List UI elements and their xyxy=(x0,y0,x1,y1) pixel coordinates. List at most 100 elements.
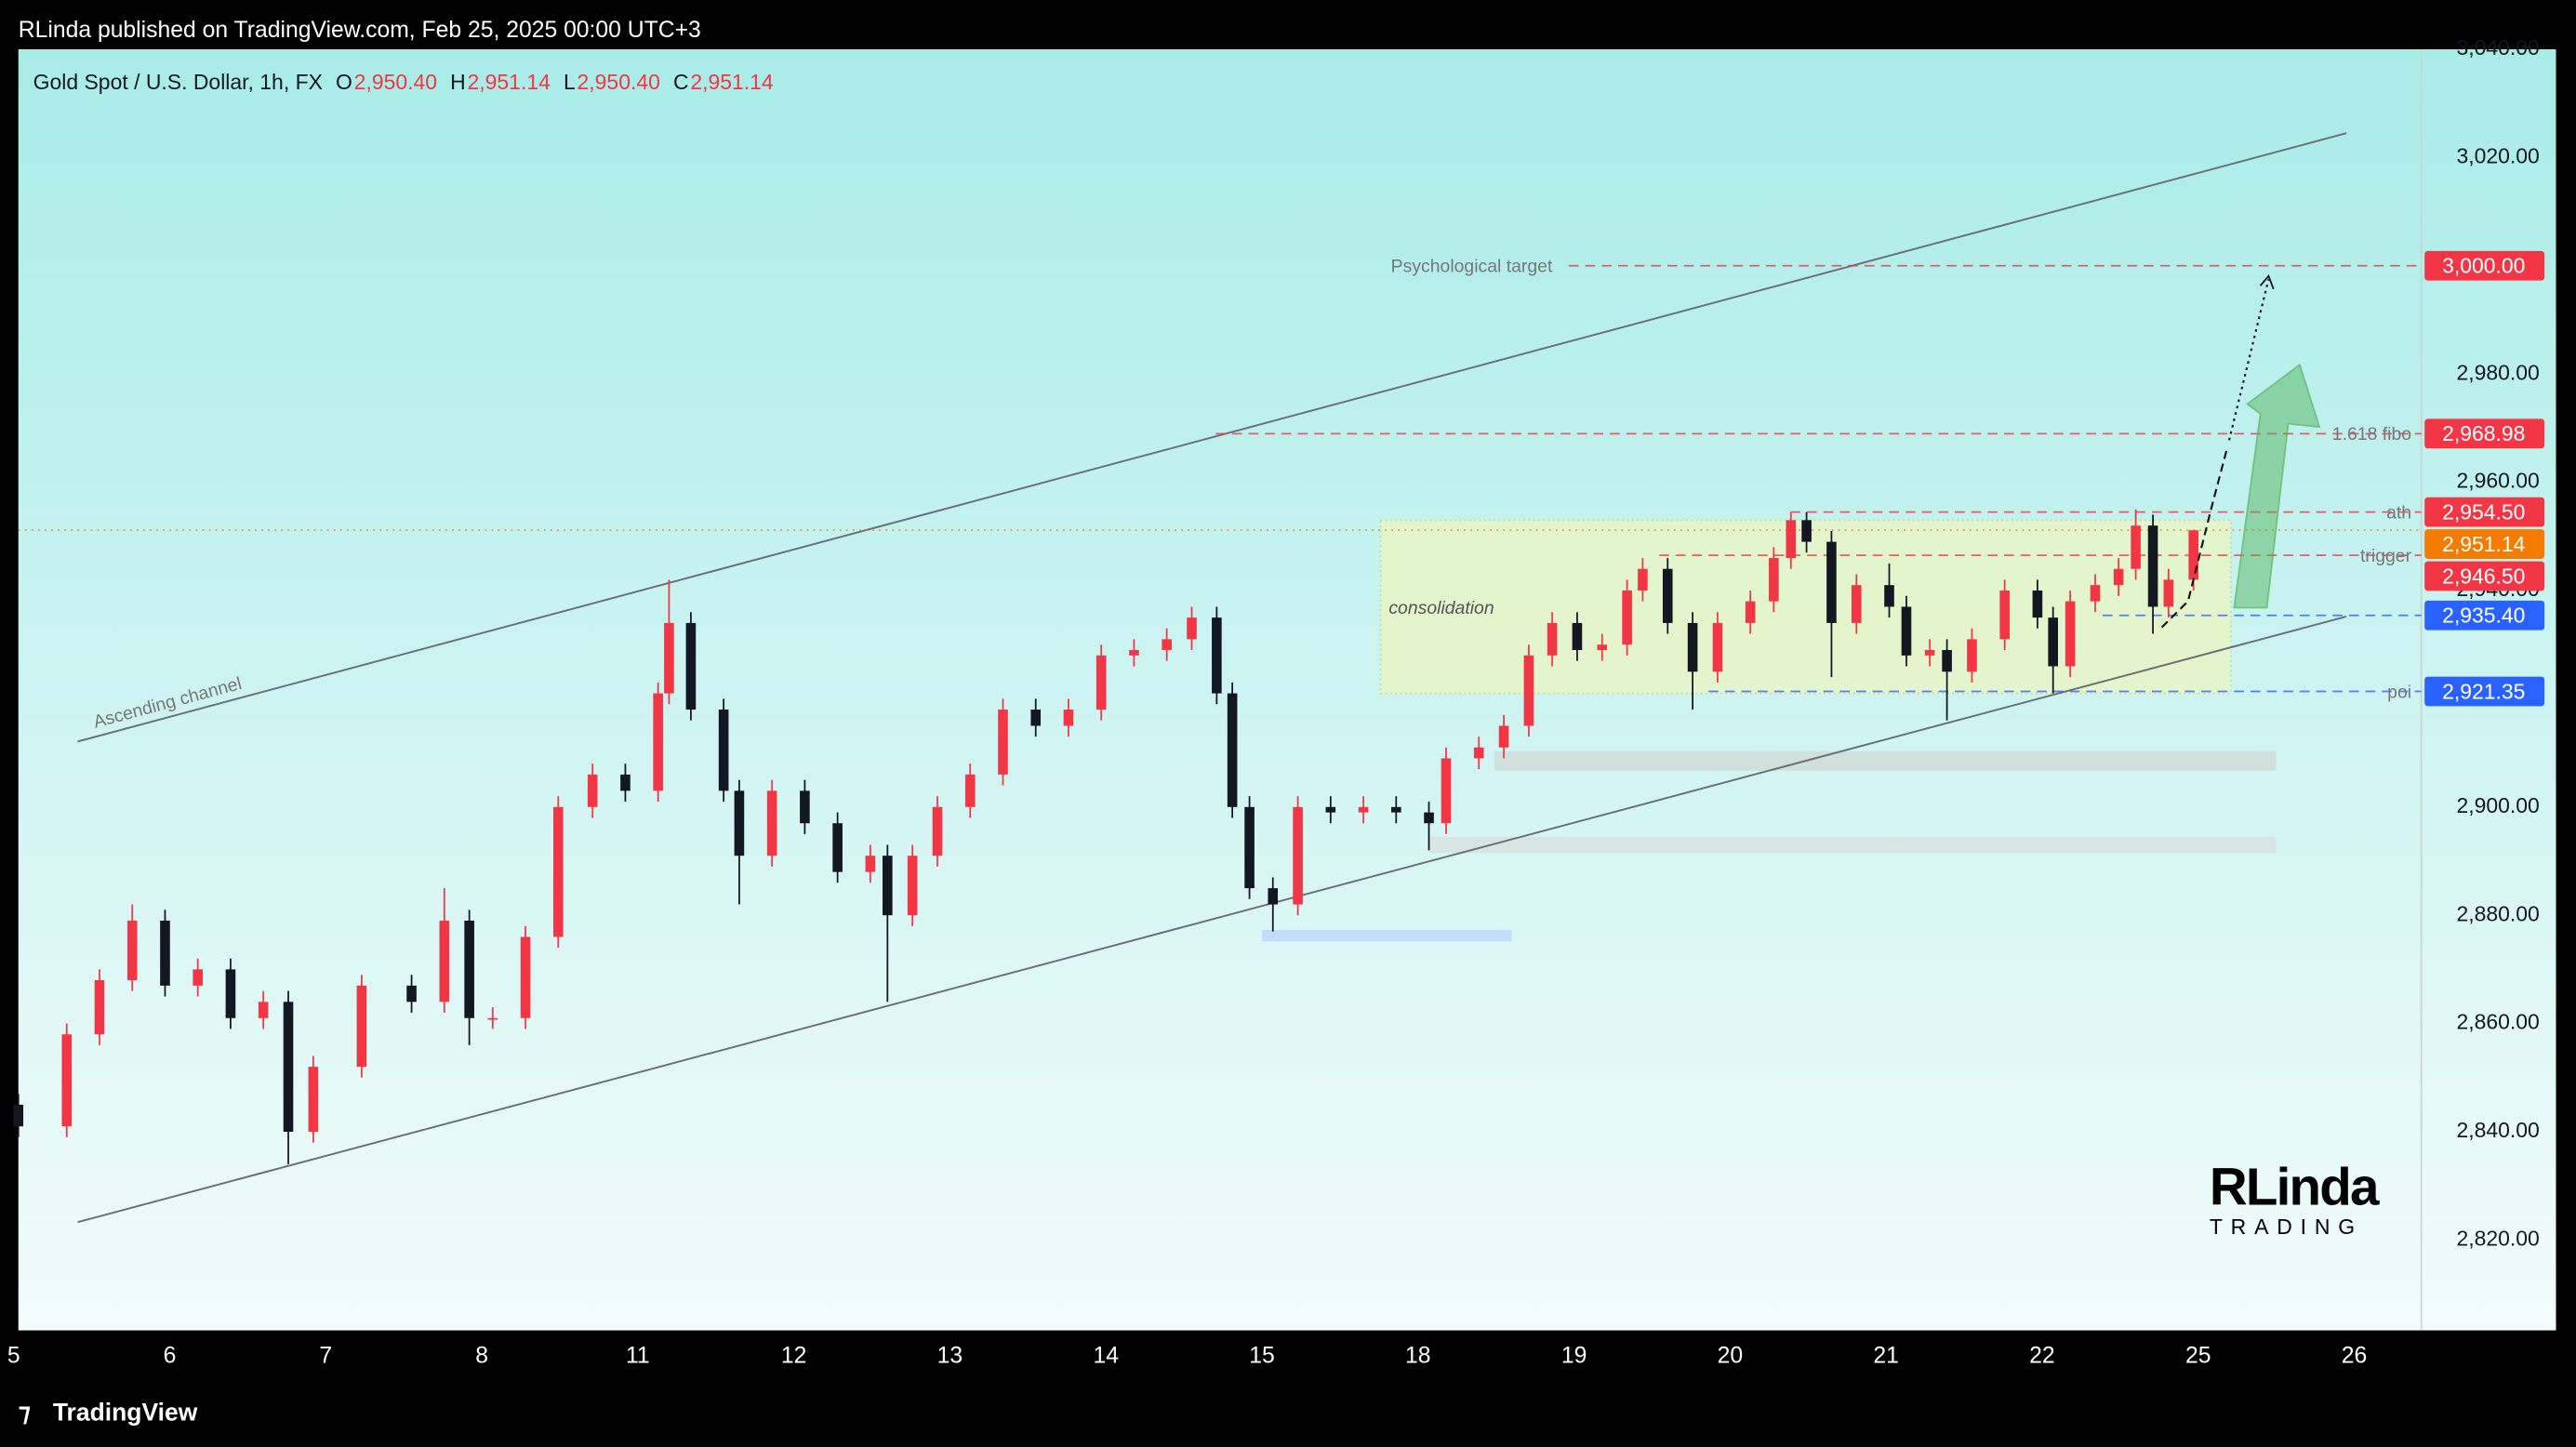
price-label: 2,954.50 xyxy=(2442,499,2525,524)
x-tick-label: 22 xyxy=(2029,1343,2055,1368)
price-label: 2,951.14 xyxy=(2442,532,2526,556)
candle-body xyxy=(685,622,697,710)
chart-title: Gold Spot / U.S. Dollar, 1h, FX xyxy=(33,70,323,94)
candle-body xyxy=(1187,617,1197,640)
candle-body xyxy=(1801,520,1812,542)
candle-body xyxy=(13,1104,24,1127)
candle-body xyxy=(225,969,236,1018)
candle-body xyxy=(1095,655,1107,710)
price-label: 3,000.00 xyxy=(2442,254,2525,278)
candle-body xyxy=(356,985,367,1068)
x-tick-label: 15 xyxy=(1249,1343,1275,1368)
candle-body xyxy=(1786,520,1797,559)
candle-body xyxy=(406,985,417,1002)
candle-body xyxy=(2048,617,2058,667)
level-note: trigger xyxy=(2360,546,2412,566)
x-tick-label: 20 xyxy=(1718,1343,1743,1368)
candle-body xyxy=(1851,585,1862,623)
candle-body xyxy=(126,921,138,981)
y-tick-label: 2,960.00 xyxy=(2456,469,2539,493)
price-label: 2,921.35 xyxy=(2442,679,2525,703)
channel-line xyxy=(77,615,2347,1224)
candle-body xyxy=(1884,585,1894,607)
candle-body xyxy=(1358,806,1369,813)
y-tick-label: 2,860.00 xyxy=(2456,1010,2539,1034)
footer-logo: ⁊ xyxy=(19,1399,31,1427)
x-tick-label: 25 xyxy=(2185,1343,2211,1368)
candle-body xyxy=(487,1017,498,1020)
candle-body xyxy=(2147,525,2158,607)
candle-body xyxy=(766,790,777,856)
candle-body xyxy=(800,790,810,824)
candle-body xyxy=(1441,758,1452,824)
level-note: Psychological target xyxy=(1391,257,1553,277)
candle-body xyxy=(520,936,531,1018)
zone xyxy=(1494,750,2277,771)
candle-body xyxy=(1268,888,1279,905)
ohlc-key: O xyxy=(336,70,352,94)
candle-body xyxy=(907,856,918,916)
zone xyxy=(1428,836,2277,854)
candle-body xyxy=(283,1002,294,1133)
price-label-box xyxy=(2424,497,2545,527)
x-tick-label: 5 xyxy=(7,1343,20,1368)
candle-body xyxy=(1162,639,1172,651)
level-note: ath xyxy=(2386,502,2411,523)
projection-arrow xyxy=(2233,363,2321,609)
legend: Gold Spot / U.S. Dollar, 1h, FX O 2,950.40… xyxy=(33,70,774,94)
watermark-subtitle: TRADING xyxy=(2210,1215,2363,1239)
candle-body xyxy=(1967,639,1977,672)
x-tick-label: 26 xyxy=(2342,1343,2368,1368)
channel-line xyxy=(77,132,2347,743)
watermark-name: RLinda xyxy=(2210,1157,2380,1215)
y-tick-label: 2,980.00 xyxy=(2456,360,2539,384)
candle-body xyxy=(1687,622,1698,672)
candle-body xyxy=(2163,579,2174,607)
candle-body xyxy=(1826,541,1837,623)
candle-body xyxy=(2113,568,2124,586)
y-tick-label: 2,900.00 xyxy=(2456,793,2539,817)
candle-body xyxy=(1597,644,1608,651)
candle-body xyxy=(587,774,598,807)
candle-body xyxy=(2131,525,2141,569)
price-label-box xyxy=(2424,676,2545,707)
candle-body xyxy=(1227,693,1238,807)
ohlc-value: 2,951.14 xyxy=(690,70,774,94)
y-tick-label: 3,040.00 xyxy=(2456,35,2539,60)
candle-body xyxy=(193,969,203,986)
candle-body xyxy=(653,693,663,791)
ohlc-key: C xyxy=(673,70,689,94)
candle-body xyxy=(61,1034,73,1127)
candle-body xyxy=(258,1002,269,1018)
x-tick-label: 19 xyxy=(1561,1343,1587,1368)
candle-body xyxy=(1212,617,1222,694)
candle-body xyxy=(1498,725,1509,748)
x-tick-label: 6 xyxy=(164,1343,177,1368)
candle-body xyxy=(1638,568,1648,591)
footer-brand: TradingView xyxy=(53,1399,198,1427)
candle-body xyxy=(464,921,474,1018)
x-tick-label: 18 xyxy=(1405,1343,1431,1368)
price-label-box xyxy=(2424,529,2545,559)
candle-body xyxy=(1063,710,1074,726)
ohlc-key: L xyxy=(564,70,576,94)
candle-body xyxy=(865,856,876,872)
candle-body xyxy=(1129,650,1139,656)
candle-body xyxy=(552,806,564,937)
level-note: 1.618 fibo xyxy=(2332,424,2411,445)
candle-body xyxy=(2188,530,2198,580)
publisher-line: RLinda published on TradingView.com, Feb… xyxy=(19,18,701,43)
ohlc-value: 2,950.40 xyxy=(354,70,437,94)
price-label-box xyxy=(2424,600,2545,631)
candle-body xyxy=(1293,806,1303,905)
candle-body xyxy=(1712,622,1723,672)
candle-body xyxy=(2032,590,2043,618)
candle-body xyxy=(1572,622,1583,651)
candle-body xyxy=(883,856,893,916)
candle-body xyxy=(1391,806,1401,813)
price-label-box xyxy=(2424,250,2545,281)
candle-body xyxy=(2065,601,2076,667)
